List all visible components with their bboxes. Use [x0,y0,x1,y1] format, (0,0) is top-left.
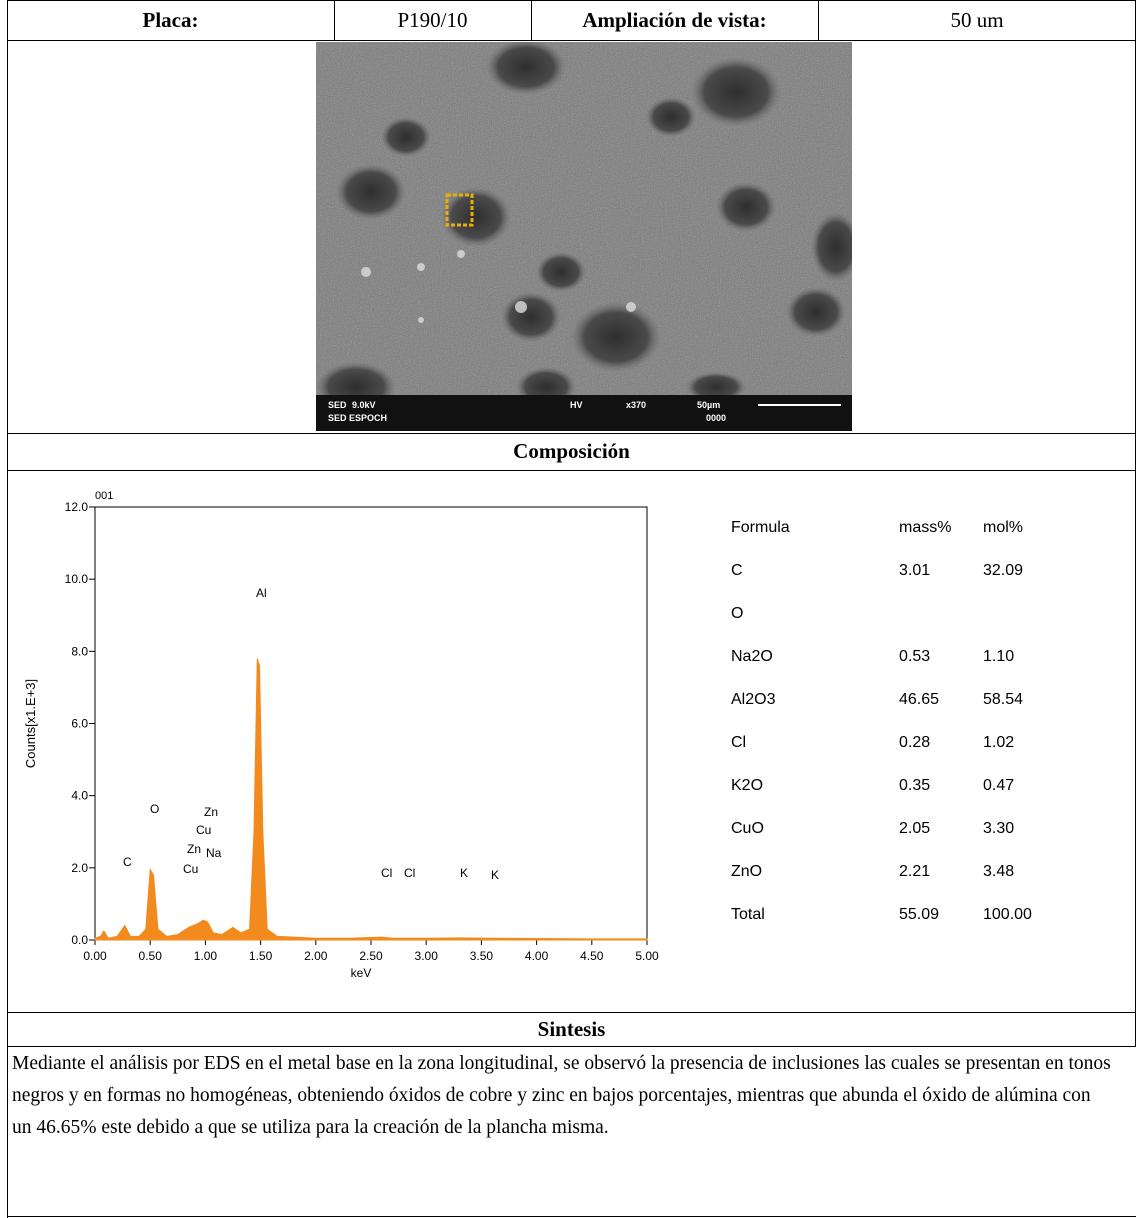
table-cell: 1.02 [983,734,1014,751]
table-cell: 58.54 [983,691,1023,708]
peak-label: Cu [183,862,198,876]
table-cell: 55.09 [899,906,939,923]
caption: SED [328,400,347,410]
table-cell: mol% [983,519,1023,536]
table-cell: 3.30 [983,820,1014,837]
table-cell: ZnO [731,863,762,880]
composition-table: Formula mass% mol% C 3.01 32.09 O Na2O 0.53 1.10 A… [731,519,1032,923]
peak-label: Zn [187,842,201,856]
x-tick-label: 1.00 [194,949,218,963]
spectrum-area [94,658,648,941]
x-axis-label: keV [351,966,372,980]
table-cell: O [731,605,743,622]
y-tick-label: 6.0 [71,717,88,731]
section-title: Composición [513,439,630,463]
peak-label: Cl [381,866,392,880]
table-cell: CuO [731,820,764,837]
header-value: 50 um [950,8,1004,32]
peak-label: O [150,802,159,816]
y-tick-label: 8.0 [71,644,88,658]
y-tick-label: 0.0 [71,933,88,947]
header-label: Placa: [142,8,199,32]
peak-label: C [123,855,132,869]
table-cell: Na2O [731,648,773,665]
y-axis-label: Counts[x1.E+3] [23,679,38,768]
x-tick-label: 5.00 [635,949,659,963]
table-cell: 3.48 [983,863,1014,880]
peak-label: Zn [204,805,218,819]
header-label: Ampliación de vista: [582,8,767,32]
table-cell: 0.28 [899,734,930,751]
table-cell: 32.09 [983,562,1023,579]
table-cell: 2.05 [899,820,930,837]
table-cell: C [731,562,743,579]
caption: x370 [626,400,646,410]
y-tick-label: 10.0 [65,572,89,586]
table-cell: Cl [731,734,746,751]
table-cell: 2.21 [899,863,930,880]
table-cell: 100.00 [983,906,1032,923]
y-tick-label: 2.0 [71,861,88,875]
y-tick-label: 4.0 [71,789,88,803]
table-cell: K2O [731,777,763,794]
header-value: P190/10 [397,8,468,32]
table-cell: 46.65 [899,691,939,708]
y-tick-label: 12.0 [65,500,89,514]
eds-spectrum: 0.0 2.0 4.0 6.0 8.0 10.0 12.0 0.00 0.50 1.00 1.50 2… [23,490,659,980]
peak-label: Na [206,846,222,860]
caption: HV [570,400,583,410]
x-tick-label: 1.50 [249,949,273,963]
table-cell: mass% [899,519,951,536]
table-cell: Formula [731,519,790,536]
chart-title: 001 [95,490,113,502]
x-tick-label: 2.00 [304,949,328,963]
table-cell: 3.01 [899,562,930,579]
x-tick-label: 0.00 [83,949,107,963]
caption: SED ESPOCH [328,413,387,423]
sem-image: SED 9.0kV SED ESPOCH HV x370 50µm 0000 [316,42,852,431]
x-tick-label: 0.50 [139,949,163,963]
x-tick-label: 3.50 [470,949,494,963]
caption: 50µm [697,400,720,410]
section-title: Sintesis [537,1017,606,1041]
table-cell: Total [731,906,765,923]
plot-frame [94,506,648,941]
x-tick-label: 4.00 [525,949,549,963]
table-cell: Al2O3 [731,691,776,708]
peak-label: K [491,868,499,882]
table-cell: 0.47 [983,777,1014,794]
peak-label: Al [256,586,267,600]
caption: 9.0kV [352,400,376,410]
x-tick-label: 2.50 [359,949,383,963]
x-tick-label: 3.00 [415,949,439,963]
peak-label: Cl [404,866,415,880]
peak-label: Cu [196,823,211,837]
table-cell: 0.53 [899,648,930,665]
synthesis-text: Mediante el análisis por EDS en el metal… [12,1053,1111,1138]
x-tick-label: 4.50 [580,949,604,963]
table-cell: 1.10 [983,648,1014,665]
peak-label: K [460,866,468,880]
caption: 0000 [706,413,726,423]
table-cell: 0.35 [899,777,930,794]
